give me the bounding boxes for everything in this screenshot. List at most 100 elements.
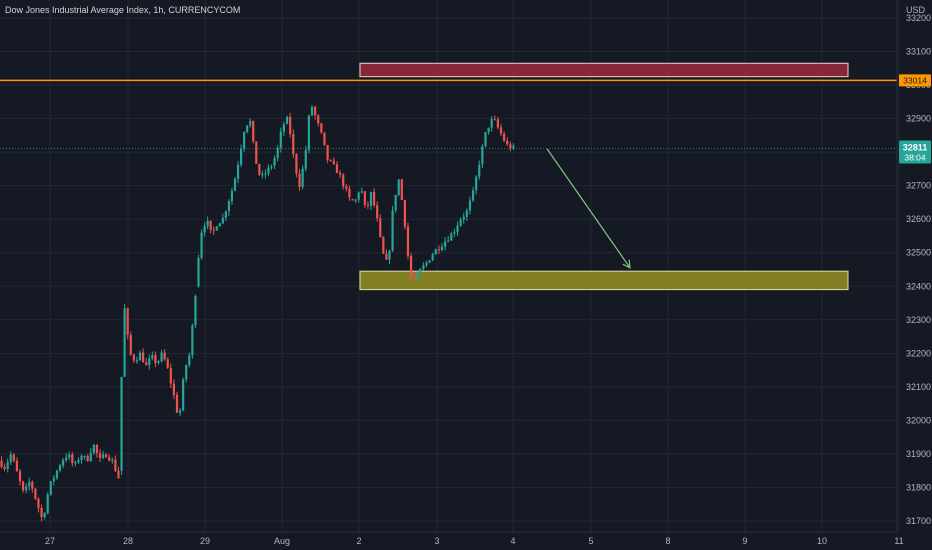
candle — [261, 170, 264, 179]
candle — [233, 176, 237, 192]
candle-body — [172, 383, 175, 395]
candle-body — [450, 233, 453, 241]
candle — [163, 349, 166, 361]
candle — [166, 357, 169, 370]
candle — [6, 458, 9, 473]
candle — [342, 173, 345, 190]
candle — [145, 357, 148, 366]
candle-body — [487, 127, 490, 133]
candle — [369, 191, 373, 211]
candle — [221, 213, 224, 225]
candle — [65, 453, 68, 463]
candle — [335, 161, 339, 174]
candle-body — [406, 226, 410, 256]
candle-body — [31, 482, 34, 489]
candle-body — [135, 360, 139, 362]
price-tick-label: 33100 — [906, 47, 931, 57]
candle — [490, 116, 493, 132]
candle-body — [175, 394, 179, 413]
candle — [218, 222, 221, 227]
candle — [419, 268, 422, 274]
candle-body — [243, 132, 246, 149]
candle — [332, 157, 335, 166]
candle — [304, 145, 307, 172]
price-tick-label: 32700 — [906, 181, 931, 191]
candle-body — [289, 117, 292, 135]
candle — [40, 504, 43, 522]
candle-body — [86, 455, 89, 462]
candle-body — [484, 132, 487, 147]
candle — [101, 450, 105, 460]
candle-body — [354, 199, 357, 201]
candle — [285, 115, 289, 125]
candle — [129, 331, 132, 356]
candle — [385, 249, 388, 260]
candle — [434, 248, 437, 255]
projection-arrow-head — [622, 259, 631, 269]
candle-body — [338, 172, 342, 175]
candle — [440, 243, 444, 252]
candle-body — [409, 255, 413, 277]
candle — [394, 194, 397, 213]
candle-body — [342, 174, 345, 187]
projection-arrow — [546, 148, 631, 269]
time-tick-label: 10 — [817, 536, 827, 546]
candle — [345, 183, 348, 192]
candle-body — [332, 160, 335, 165]
candle-body — [80, 455, 83, 460]
candle-body — [478, 164, 481, 177]
candle — [9, 451, 12, 466]
candle-body — [379, 218, 382, 237]
candle — [126, 307, 129, 340]
candle — [58, 463, 62, 473]
candle — [182, 377, 185, 412]
candle-body — [114, 459, 117, 471]
candle — [475, 175, 478, 195]
candle — [132, 353, 135, 364]
candle-body — [394, 194, 397, 211]
candle-body — [475, 176, 478, 191]
candle — [354, 198, 357, 204]
candle-body — [111, 459, 114, 461]
candle-body — [239, 148, 243, 165]
time-tick-label: 5 — [588, 536, 593, 546]
candle — [264, 169, 267, 179]
candle — [135, 356, 139, 364]
candle — [246, 125, 249, 134]
candle-body — [258, 163, 261, 175]
candle — [37, 497, 40, 513]
candle-body — [185, 365, 188, 380]
candle-body — [182, 379, 185, 411]
candle — [200, 229, 203, 261]
candle-body — [292, 134, 295, 155]
currency-label: USD — [906, 5, 926, 15]
candle-body — [218, 223, 221, 227]
candle-body — [431, 254, 434, 261]
candle — [197, 254, 200, 288]
candle — [105, 453, 108, 458]
candle-body — [200, 232, 203, 259]
candle-body — [55, 470, 59, 479]
candle — [413, 272, 416, 282]
candle-body — [490, 119, 493, 128]
candle-body — [221, 217, 224, 224]
candle-body — [419, 268, 422, 274]
candle — [236, 160, 240, 184]
candle-body — [142, 352, 145, 363]
candle — [249, 118, 252, 128]
candle — [471, 187, 475, 202]
candle-body — [453, 232, 456, 234]
candle-body — [267, 167, 270, 174]
candle-body — [117, 470, 120, 479]
candle-body — [52, 478, 55, 482]
supply-zone-rectangle — [359, 62, 849, 78]
candle-body — [459, 219, 462, 226]
candle — [123, 303, 126, 377]
candle-body — [68, 454, 71, 458]
zones-layer — [359, 62, 849, 291]
candles-layer — [0, 105, 515, 522]
candle-body — [462, 216, 465, 220]
candle — [83, 455, 86, 460]
